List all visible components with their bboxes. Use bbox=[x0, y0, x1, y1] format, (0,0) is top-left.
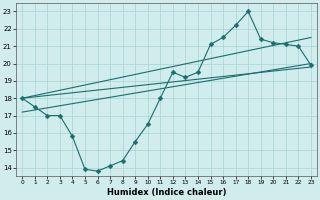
X-axis label: Humidex (Indice chaleur): Humidex (Indice chaleur) bbox=[107, 188, 226, 197]
